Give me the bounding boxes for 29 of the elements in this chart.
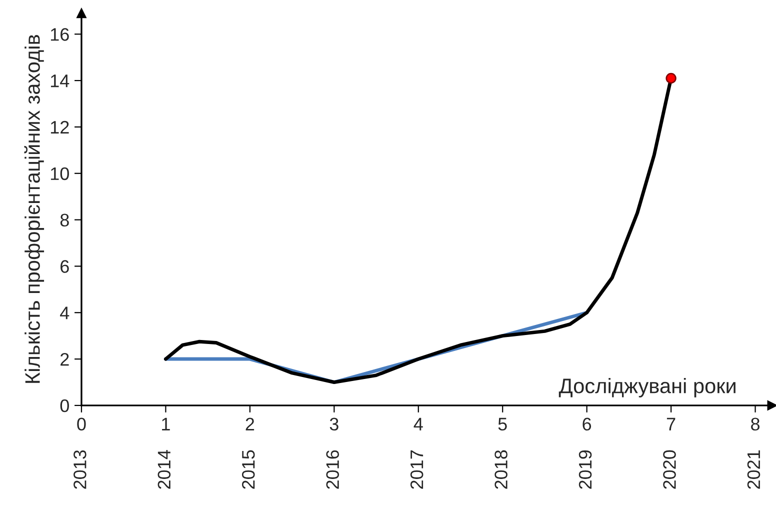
- y-tick-label: 8: [60, 214, 69, 227]
- y-axis-title: Кількість профорієнтаційних заходів: [24, 35, 44, 383]
- x-tick-label: 7: [666, 418, 676, 430]
- x-axis-title: Досліджувані роки: [558, 378, 736, 398]
- x-tick-label: 3: [330, 418, 338, 431]
- y-tick-label: 4: [60, 306, 70, 320]
- y-tick-label: 0: [60, 399, 69, 412]
- x2-tick-label: 2017: [410, 450, 424, 489]
- x2-tick-label: 2018: [494, 450, 508, 489]
- x2-tick-label: 2020: [663, 450, 676, 489]
- x2-tick-label: 2019: [578, 450, 592, 489]
- y-tick-label: 16: [50, 28, 69, 41]
- x-tick-label: 4: [414, 418, 423, 430]
- x2-tick-label: 2014: [158, 450, 171, 489]
- y-tick-label: 12: [50, 120, 69, 134]
- x2-tick-label: 2015: [242, 450, 255, 489]
- x2-tick-label: 2021: [747, 450, 760, 489]
- y-tick-label: 6: [60, 260, 69, 273]
- y-tick-label: 14: [50, 74, 70, 88]
- x-tick-label: 1: [162, 418, 170, 430]
- y-tick-label: 10: [50, 167, 69, 180]
- y-tick-label: 2: [60, 352, 69, 366]
- x-tick-label: 8: [751, 418, 760, 431]
- x-tick-label: 2: [246, 418, 254, 430]
- x2-tick-label: 2016: [326, 450, 339, 489]
- x-tick-label: 0: [77, 418, 86, 431]
- x-tick-label: 6: [582, 418, 592, 431]
- x2-tick-label: 2013: [74, 450, 86, 489]
- x-tick-label: 5: [498, 418, 507, 431]
